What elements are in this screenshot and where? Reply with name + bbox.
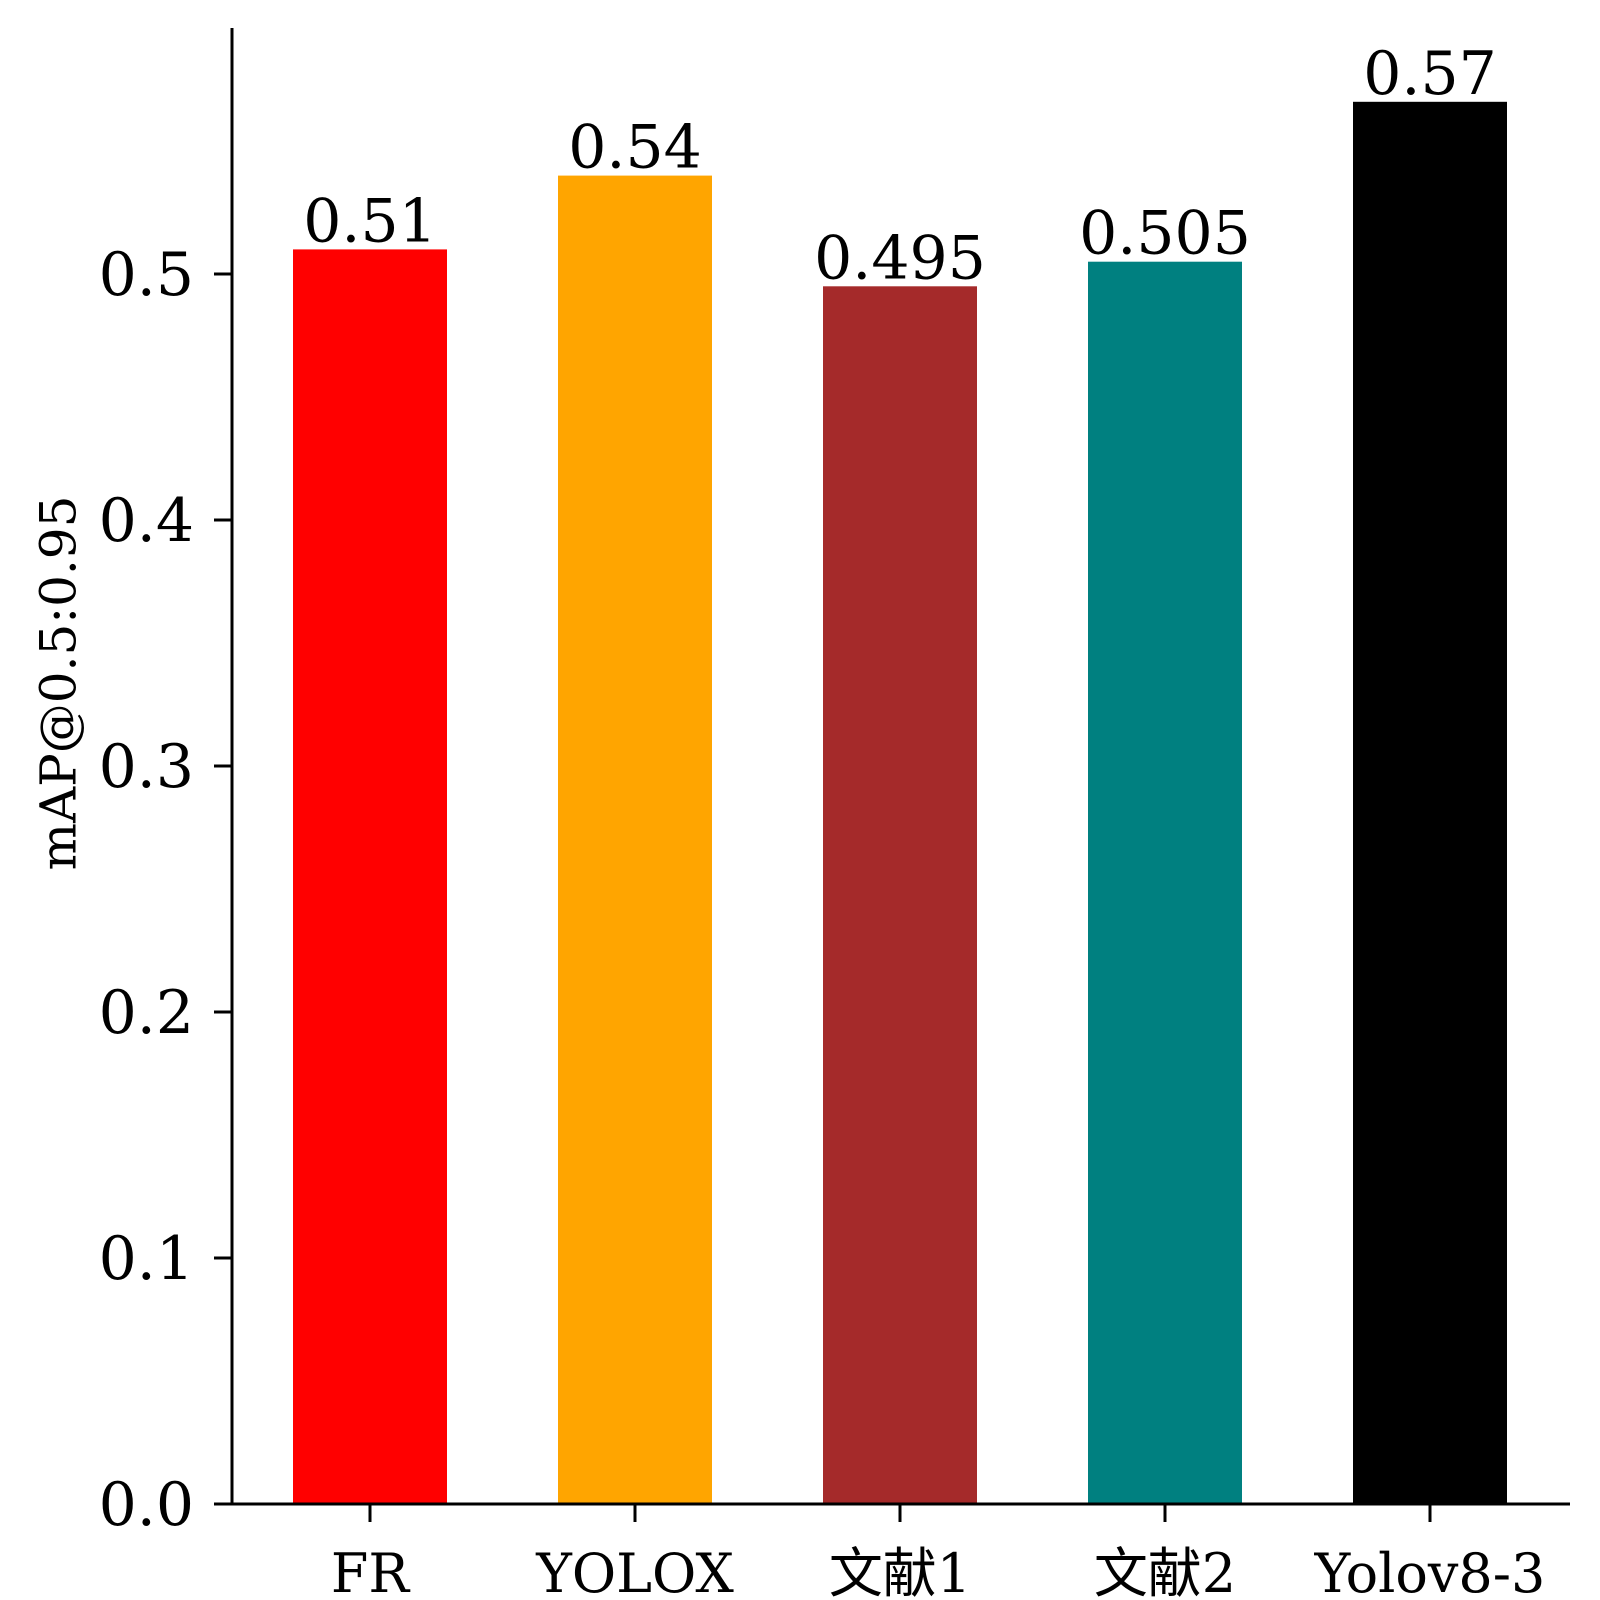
bar xyxy=(1353,101,1507,1504)
bars xyxy=(293,101,1507,1505)
value-labels: 0.51 0.54 0.495 0.505 0.57 xyxy=(303,39,1497,293)
bar xyxy=(293,249,447,1504)
x-tick-label: YOLOX xyxy=(535,1542,734,1600)
x-tick-label: 文献2 xyxy=(1094,1542,1236,1600)
value-label: 0.505 xyxy=(1079,199,1251,269)
value-label: 0.54 xyxy=(568,113,702,183)
bar xyxy=(1088,261,1242,1505)
bar xyxy=(558,175,712,1505)
value-label: 0.51 xyxy=(303,186,437,256)
y-tick-label: 0.0 xyxy=(99,1470,194,1540)
x-tick-label: Yolov8-3 xyxy=(1314,1542,1546,1600)
bar xyxy=(823,286,977,1504)
y-tick-label: 0.4 xyxy=(99,486,194,556)
y-tick-label: 0.5 xyxy=(99,240,194,310)
y-tick-label: 0.1 xyxy=(99,1224,194,1294)
value-label: 0.495 xyxy=(814,223,986,293)
x-tick-label: FR xyxy=(331,1542,410,1600)
y-tick-label: 0.2 xyxy=(99,978,194,1048)
x-tick-label: 文献1 xyxy=(829,1542,971,1600)
x-axis-ticks: FR YOLOX 文献1 文献2 Yolov8-3 xyxy=(331,1504,1545,1600)
y-axis-ticks: 0.0 0.1 0.2 0.3 0.4 0.5 xyxy=(99,240,232,1540)
value-label: 0.57 xyxy=(1363,39,1497,109)
y-axis-title: mAP@0.5:0.95 xyxy=(30,496,88,871)
y-tick-label: 0.3 xyxy=(99,732,194,802)
